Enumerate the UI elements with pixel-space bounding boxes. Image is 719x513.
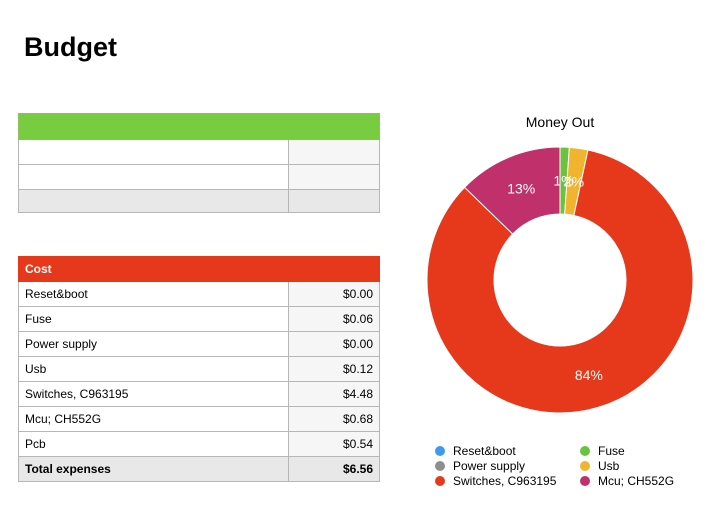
cost-table: Cost Reset&boot $0.00 Fuse $0.06 Power s… [17,256,381,482]
legend-label: Usb [598,459,620,473]
cost-item-amount[interactable]: $0.68 [287,406,381,432]
chart-title: Money Out [525,114,595,130]
cost-item-label[interactable]: Mcu; CH552G [18,406,289,432]
table-cell[interactable] [18,189,289,213]
table-row [18,139,380,165]
legend-swatch-icon [580,476,590,486]
table-total-row [18,189,380,213]
donut-chart: 1%2% 84% 13% [426,146,694,414]
cost-item-label[interactable]: Pcb [18,431,289,457]
legend-item: Mcu; CH552G [580,474,674,488]
total-expenses-amount[interactable]: $6.56 [287,456,381,482]
legend-swatch-icon [435,476,445,486]
table-row: Fuse $0.06 [18,306,381,332]
cost-item-amount[interactable]: $0.00 [287,331,381,357]
table-row: Switches, C963195 $4.48 [18,381,381,407]
legend-item: Switches, C963195 [435,474,556,488]
legend-item: Reset&boot [435,444,516,458]
legend-label: Switches, C963195 [453,474,557,488]
slice-label: 1% [553,173,573,189]
total-expenses-label[interactable]: Total expenses [18,456,289,482]
table-row: Mcu; CH552G $0.68 [18,406,381,432]
cost-item-amount[interactable]: $0.54 [287,431,381,457]
legend-item: Usb [580,459,619,473]
cost-item-label[interactable]: Reset&boot [18,281,289,307]
legend-swatch-icon [580,461,590,471]
table-cell[interactable] [18,164,289,190]
table-row: Power supply $0.00 [18,331,381,357]
cost-item-amount[interactable]: $0.00 [287,281,381,307]
table-cell[interactable] [18,139,289,165]
cost-table-header: Cost [17,256,381,282]
legend-swatch-icon [580,446,590,456]
cost-item-label[interactable]: Usb [18,356,289,382]
legend-label: Mcu; CH552G [598,474,675,488]
cost-item-label[interactable]: Power supply [18,331,289,357]
cost-item-label[interactable]: Switches, C963195 [18,381,289,407]
page-title: Budget [24,32,117,62]
table-row: Reset&boot $0.00 [18,281,381,307]
cost-item-amount[interactable]: $0.06 [287,306,381,332]
table-cell[interactable] [288,139,380,165]
table-cell[interactable] [288,164,380,190]
legend-item: Power supply [435,459,525,473]
legend-label: Fuse [598,444,625,458]
cost-item-amount[interactable]: $0.12 [287,356,381,382]
slice-mcu-ch552g [463,146,561,235]
slice-label: 2% [564,173,584,189]
income-table [18,113,380,213]
table-total-row: Total expenses $6.56 [18,456,381,482]
cost-item-amount[interactable]: $4.48 [287,381,381,407]
legend-item: Fuse [580,444,625,458]
legend-swatch-icon [435,446,445,456]
legend-label: Reset&boot [453,444,516,458]
cost-item-label[interactable]: Fuse [18,306,289,332]
slice-label: 84% [575,367,603,383]
legend-label: Power supply [453,459,526,473]
table-row: Usb $0.12 [18,356,381,382]
legend-swatch-icon [435,461,445,471]
income-table-header [18,113,380,140]
table-row: Pcb $0.54 [18,431,381,457]
slice-label: 13% [507,180,535,196]
table-row [18,164,380,190]
table-cell[interactable] [288,189,380,213]
